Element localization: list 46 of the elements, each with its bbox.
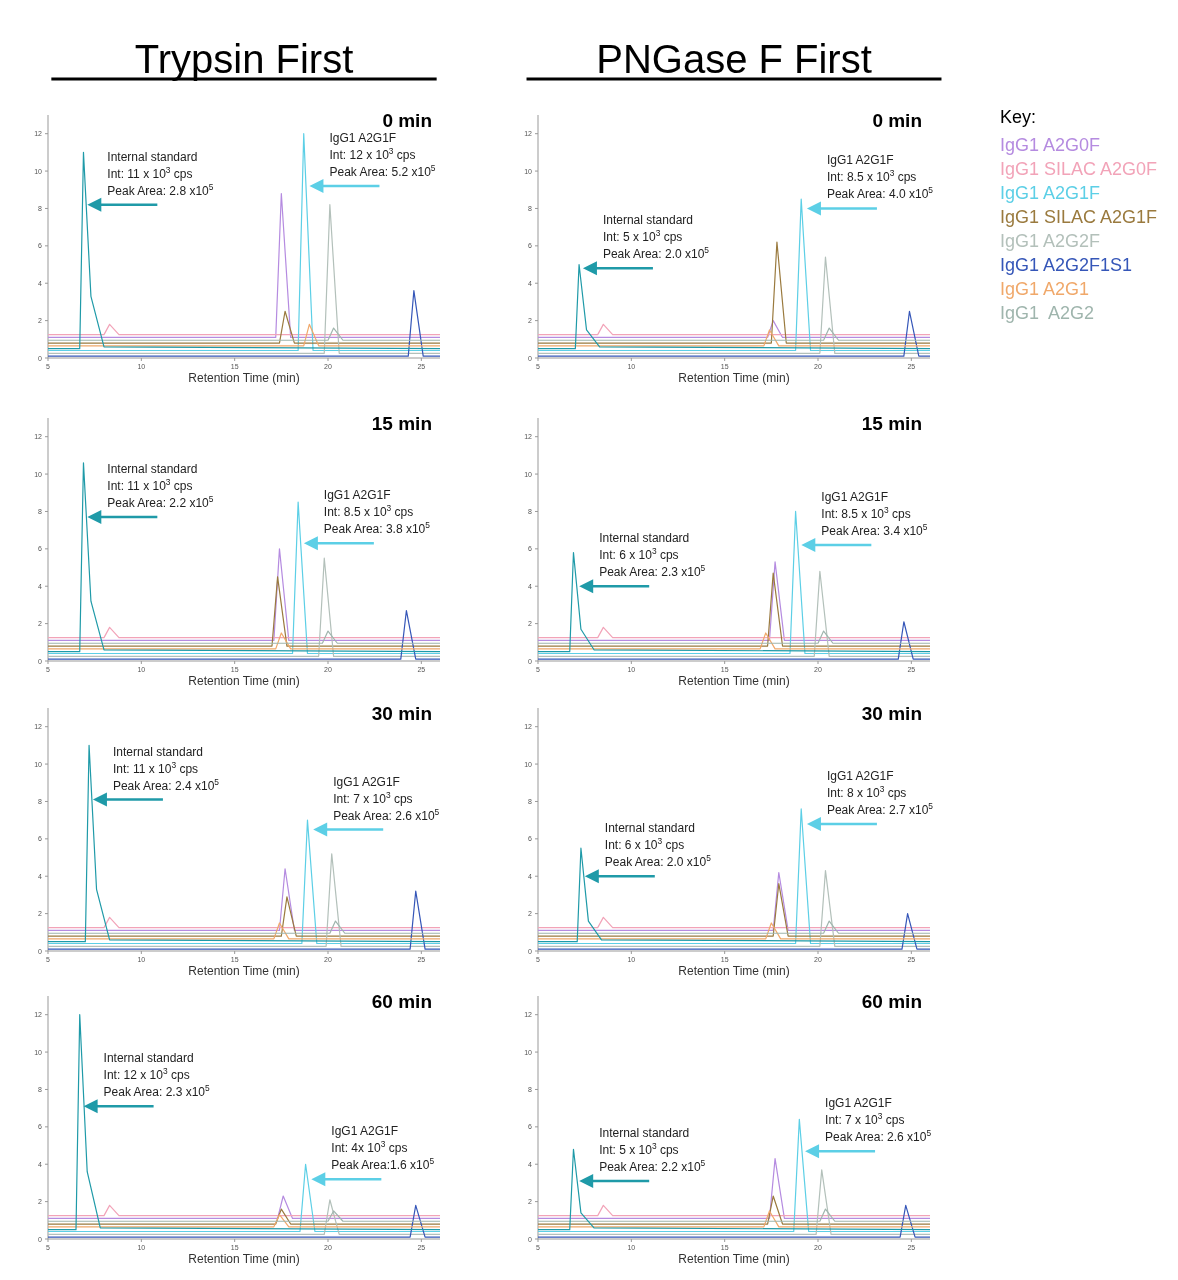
annotation: Internal standard Int: 6 x 10$^{3}$ cps Peak Area: 2.3 x10$^{5}$	[599, 531, 706, 580]
x-axis-title: Retention Time (min)	[678, 674, 790, 688]
text: IgG1 A2G1F	[1000, 183, 1101, 203]
chart-title: 60 min	[371, 991, 432, 1012]
x-axis-title: Retention Time (min)	[678, 964, 790, 978]
chart-title: 60 min	[861, 991, 922, 1012]
annotation: IgG1 A2G1F Int: 7 x 10$^{3}$ cps Peak Area: 2.6 x10$^{5}$	[333, 774, 440, 823]
annotation: IgG1 A2G1F Int: 7 x 10$^{3}$ cps Peak Area: 2.6 x10$^{5}$	[825, 1096, 932, 1145]
chart-title: 15 min	[861, 413, 922, 434]
x-axis-title: Retention Time (min)	[678, 371, 790, 385]
text: IgG1 A2G1	[1000, 279, 1090, 299]
line-series	[47, 744, 441, 943]
x-axis-title: Retention Time (min)	[188, 371, 300, 385]
x-axis-title: Retention Time (min)	[188, 964, 300, 978]
annotation: Internal standard Int: 12 x 10$^{3}$ cps Peak Area: 2.3 x10$^{5}$	[103, 1051, 211, 1100]
line-series	[47, 1014, 441, 1231]
annotation: IgG1 A2G1F Int: 8.5 x 10$^{3}$ cps Peak Area: 4.0 x10$^{5}$	[826, 153, 934, 202]
annotation: IgG1 A2G1F Int: 8 x 10$^{3}$ cps Peak Area: 2.7 x10$^{5}$	[826, 768, 934, 817]
chart-subtitle: PNGase F First	[596, 37, 872, 81]
annotation: Internal standard Int: 11 x 10$^{3}$ cps Peak Area: 2.8 x10$^{5}$	[107, 149, 214, 198]
x-axis-title: Retention Time (min)	[678, 1252, 790, 1266]
annotation: IgG1 A2G1F Int: 4x 10$^{3}$ cps Peak Area:1.6 x10$^{5}$	[331, 1124, 435, 1173]
chart-title: 15 min	[371, 413, 432, 434]
annotation: IgG1 A2G1F Int: 12 x 10$^{3}$ cps Peak Area: 5.2 x10$^{5}$	[329, 131, 436, 180]
annotation: Internal standard Int: 11 x 10$^{3}$ cps Peak Area: 2.2 x10$^{5}$	[107, 462, 214, 511]
text: IgG1 A2G0F	[1000, 135, 1101, 155]
text: IgG1 SILAC A2G0F	[1000, 159, 1158, 179]
text: IgG1 A2G2	[1000, 303, 1095, 323]
annotation: Internal standard Int: 11 x 10$^{3}$ cps Peak Area: 2.4 x10$^{5}$	[112, 744, 220, 793]
chart-title: 0 min	[872, 110, 922, 131]
annotation: IgG1 A2G1F Int: 8.5 x 10$^{3}$ cps Peak Area: 3.8 x10$^{5}$	[323, 488, 431, 537]
chart-title: 30 min	[371, 703, 432, 724]
annotation: Internal standard Int: 5 x 10$^{3}$ cps Peak Area: 2.2 x10$^{5}$	[599, 1126, 706, 1175]
chart-subtitle: Trypsin First	[134, 37, 354, 81]
text: IgG1 A2G2F1S1	[1000, 255, 1133, 275]
text: IgG1 A2G2F	[1000, 231, 1101, 251]
x-axis-title: Retention Time (min)	[188, 674, 300, 688]
annotation: IgG1 A2G1F Int: 8.5 x 10$^{3}$ cps Peak Area: 3.4 x10$^{5}$	[821, 490, 928, 539]
x-axis-title: Retention Time (min)	[188, 1252, 300, 1266]
annotation: Internal standard Int: 6 x 10$^{3}$ cps Peak Area: 2.0 x10$^{5}$	[604, 821, 712, 870]
legend-title: Key:	[1000, 107, 1037, 127]
line-series	[47, 462, 441, 653]
chart-title: 30 min	[861, 703, 922, 724]
text: IgG1 SILAC A2G1F	[1000, 207, 1158, 227]
annotation: Internal standard Int: 5 x 10$^{3}$ cps Peak Area: 2.0 x10$^{5}$	[602, 213, 710, 262]
chart-title: 0 min	[382, 110, 432, 131]
